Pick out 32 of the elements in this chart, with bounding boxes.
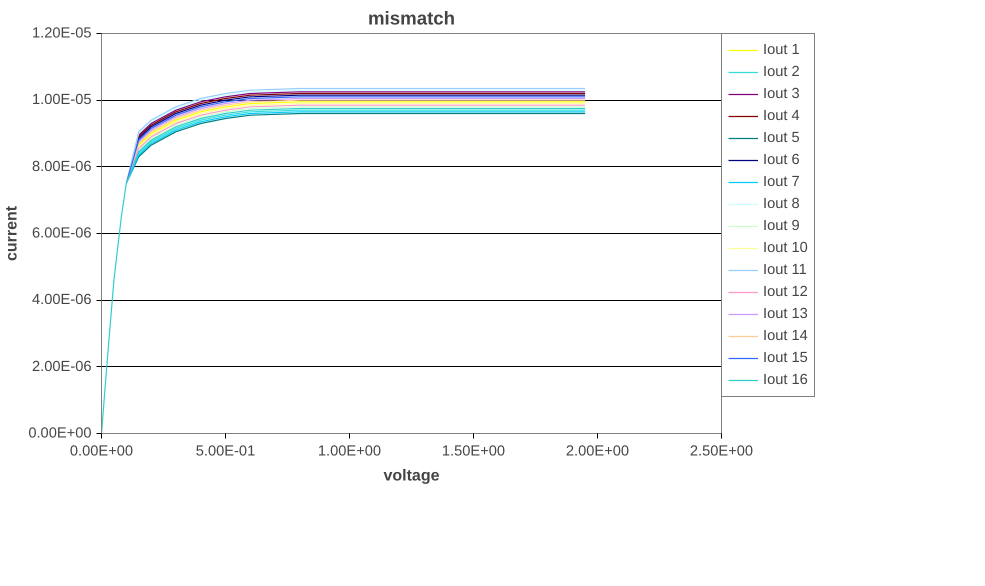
legend-label: Iout 4	[763, 107, 800, 126]
x-tick-label: 2.50E+00	[690, 444, 754, 460]
legend-label: Iout 14	[763, 327, 808, 346]
y-tick-label: 4.00E-06	[32, 292, 92, 308]
x-tick-label: 5.00E-01	[196, 444, 256, 460]
legend-label: Iout 3	[763, 85, 800, 104]
y-tick-label: 2.00E-06	[32, 358, 92, 375]
legend-label: Iout 6	[763, 151, 800, 170]
legend-label: Iout 13	[763, 305, 808, 324]
x-tick-label: 1.50E+00	[442, 444, 506, 460]
legend-label: Iout 2	[763, 63, 800, 82]
legend-label: Iout 11	[763, 261, 807, 280]
y-axis-title: current	[3, 205, 20, 262]
legend-label: Iout 15	[763, 349, 808, 368]
x-axis-title: voltage	[383, 468, 440, 484]
legend-label: Iout 8	[763, 195, 800, 214]
x-tick-label: 1.00E+00	[318, 444, 382, 460]
legend-label: Iout 1	[763, 41, 800, 60]
legend-label: Iout 12	[763, 283, 808, 302]
y-tick-label: 1.20E-05	[32, 26, 92, 42]
y-tick-label: 6.00E-06	[32, 226, 92, 242]
legend-label: Iout 5	[763, 129, 800, 148]
legend-label: Iout 7	[763, 173, 800, 192]
legend-label: Iout 16	[763, 371, 808, 390]
y-tick-label: 0.00E+00	[28, 426, 92, 442]
chart-title: mismatch	[368, 8, 456, 28]
y-tick-label: 8.00E-06	[32, 158, 92, 175]
x-tick-label: 2.00E+00	[566, 444, 630, 460]
legend-label: Iout 9	[763, 217, 800, 236]
legend-label: Iout 10	[763, 239, 808, 258]
y-tick-label: 1.00E-05	[32, 92, 92, 108]
x-tick-label: 0.00E+00	[70, 444, 134, 460]
